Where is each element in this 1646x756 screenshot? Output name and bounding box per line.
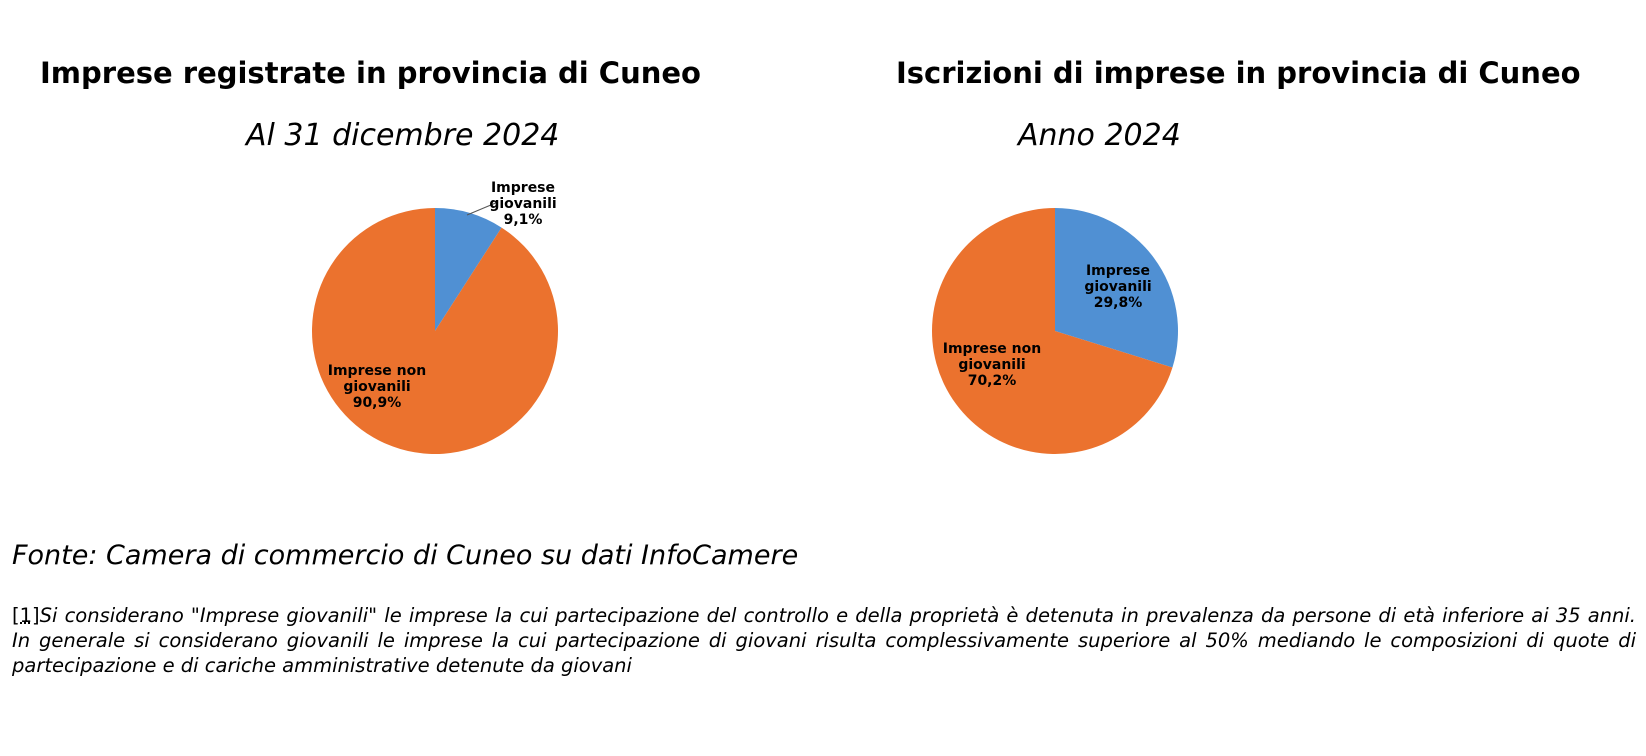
footnote: [1]Si considerano "Imprese giovanili" le… [12, 603, 1636, 678]
pie-chart-registrations: Imprese giovanili 29,8% Imprese non giovanil… [932, 208, 1178, 455]
chart-title: Iscrizioni di imprese in provincia di Cu… [896, 56, 1581, 90]
pie-slice [435, 208, 502, 331]
pie-slice [932, 208, 1173, 455]
source-note: Fonte: Camera di commercio di Cuneo su d… [12, 540, 799, 571]
data-label: Imprese giovanili 9,1% [489, 180, 556, 228]
chart-panel-right: Iscrizioni di imprese in provincia di Cu… [830, 0, 1646, 500]
chart-subtitle: Al 31 dicembre 2024 [246, 118, 560, 153]
leader-line [466, 201, 499, 216]
pie-slice [311, 208, 558, 454]
data-label: Imprese non giovanili 70,2% [943, 341, 1041, 389]
footnote-text: Si considerano "Imprese giovanili" le im… [12, 604, 1636, 677]
chart-title: Imprese registrate in provincia di Cuneo [40, 56, 701, 90]
data-label: Imprese non giovanili 90,9% [328, 363, 426, 411]
pie-chart-registered: Imprese giovanili 9,1% Imprese non giovanili… [311, 180, 558, 454]
footnote-ref-link[interactable]: [1] [12, 604, 40, 627]
chart-subtitle: Anno 2024 [1018, 118, 1181, 153]
data-label: Imprese giovanili 29,8% [1084, 263, 1151, 311]
chart-panel-left: Imprese registrate in provincia di Cuneo… [0, 0, 810, 500]
pie-slice [1055, 208, 1178, 368]
